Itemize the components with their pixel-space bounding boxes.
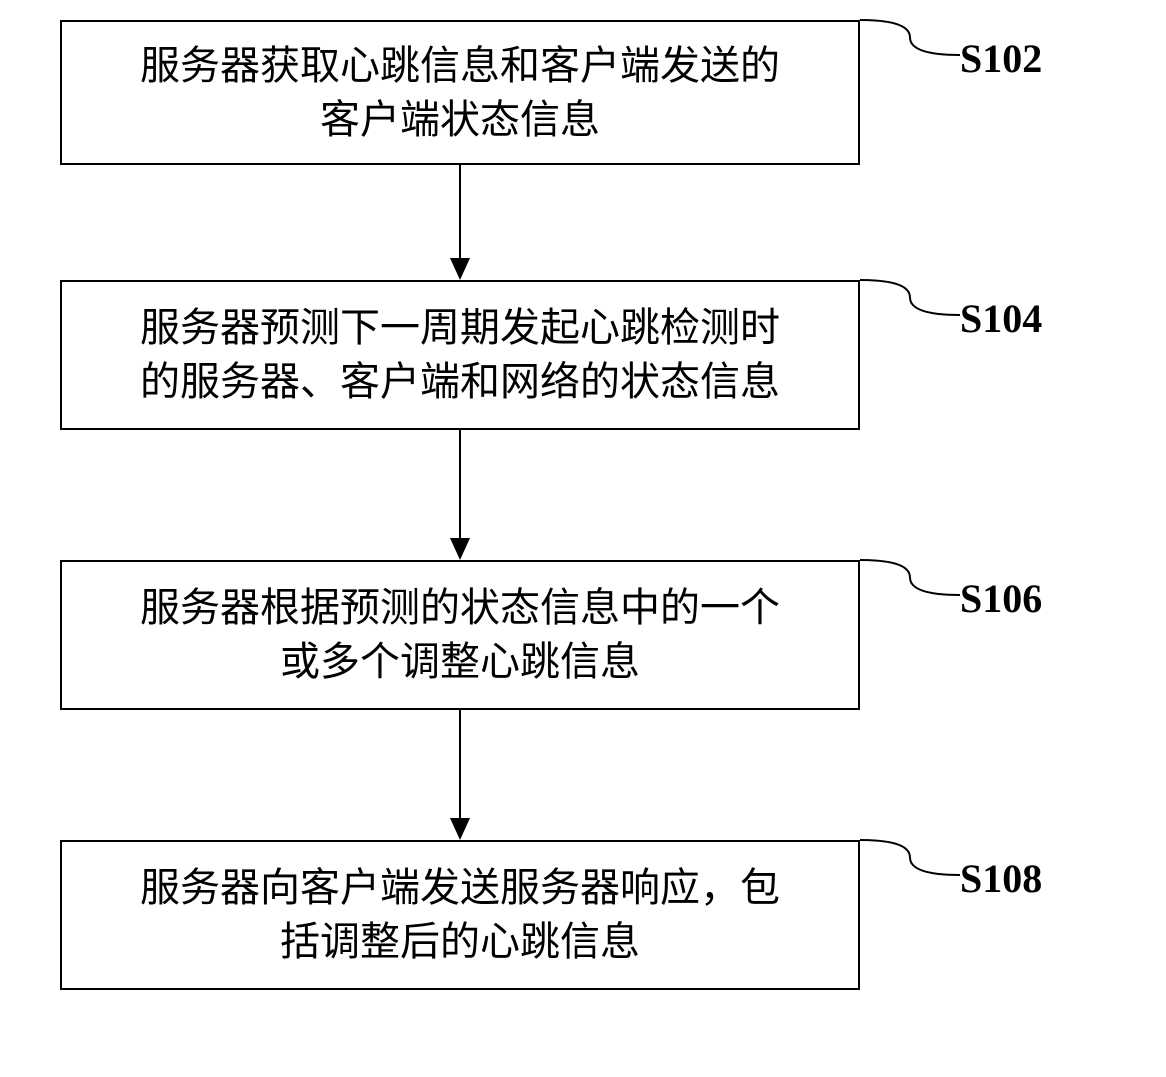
label-connector-1 bbox=[850, 270, 970, 335]
flow-arrow-2 bbox=[440, 710, 480, 840]
step-label-S104: S104 bbox=[960, 295, 1042, 342]
flow-node-n2: 服务器预测下一周期发起心跳检测时 的服务器、客户端和网络的状态信息 bbox=[60, 280, 860, 430]
flow-node-text: 服务器获取心跳信息和客户端发送的 客户端状态信息 bbox=[140, 39, 780, 147]
flowchart-canvas: 服务器获取心跳信息和客户端发送的 客户端状态信息 S102 服务器预测下一周期发起心… bbox=[0, 0, 1166, 1077]
flow-arrow-0 bbox=[440, 165, 480, 280]
flow-node-n3: 服务器根据预测的状态信息中的一个 或多个调整心跳信息 bbox=[60, 560, 860, 710]
step-label-S102: S102 bbox=[960, 35, 1042, 82]
flow-node-text: 服务器向客户端发送服务器响应，包 括调整后的心跳信息 bbox=[140, 861, 780, 969]
label-connector-0 bbox=[850, 10, 970, 75]
label-connector-2 bbox=[850, 550, 970, 615]
label-connector-3 bbox=[850, 830, 970, 895]
flow-node-text: 服务器预测下一周期发起心跳检测时 的服务器、客户端和网络的状态信息 bbox=[140, 301, 780, 409]
step-label-S108: S108 bbox=[960, 855, 1042, 902]
flow-arrow-1 bbox=[440, 430, 480, 560]
flow-node-n1: 服务器获取心跳信息和客户端发送的 客户端状态信息 bbox=[60, 20, 860, 165]
step-label-S106: S106 bbox=[960, 575, 1042, 622]
flow-node-n4: 服务器向客户端发送服务器响应，包 括调整后的心跳信息 bbox=[60, 840, 860, 990]
flow-node-text: 服务器根据预测的状态信息中的一个 或多个调整心跳信息 bbox=[140, 581, 780, 689]
